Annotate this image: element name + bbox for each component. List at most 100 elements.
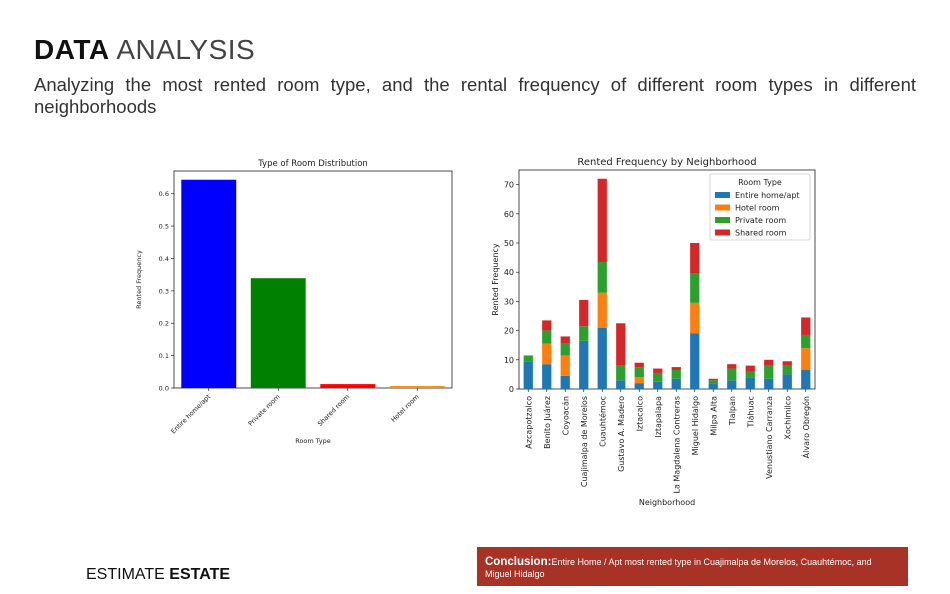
chart2-y-tick-label: 30 bbox=[504, 297, 514, 306]
chart2-plot-frame bbox=[518, 169, 816, 390]
chart1-bar-2 bbox=[320, 384, 376, 388]
chart2-x-tick-label: Tláhuac bbox=[746, 396, 755, 428]
chart2-bar-segment-0 bbox=[727, 380, 737, 389]
chart2-y-tick-label: 70 bbox=[504, 181, 514, 190]
chart2-bar-segment-3 bbox=[616, 323, 626, 366]
chart2-bar-segment-2 bbox=[690, 273, 700, 303]
room-type-distribution-chart: Type of Room Distribution 0.0 0.1 0.2 0.3 0.4… bbox=[135, 159, 453, 445]
chart2-bar-segment-0 bbox=[653, 381, 663, 389]
chart2-legend-swatch-2 bbox=[715, 217, 730, 223]
chart2-bar-segment-2 bbox=[708, 380, 718, 384]
chart2-bar-segment-3 bbox=[782, 361, 792, 366]
chart2-y-tick-label: 50 bbox=[504, 239, 514, 248]
chart2-legend-entry: Shared room bbox=[735, 229, 787, 238]
chart1-x-tick-label: Entire home/apt bbox=[169, 392, 212, 435]
chart2-y-tick-label: 20 bbox=[504, 327, 514, 336]
chart2-bar-segment-2 bbox=[782, 365, 792, 375]
chart2-bar-segment-0 bbox=[764, 378, 774, 389]
chart2-x-tick-label: Iztacalco bbox=[635, 396, 644, 432]
brand-light: ESTIMATE bbox=[86, 566, 165, 583]
chart2-x-tick-label: Cuauhtémoc bbox=[597, 396, 607, 447]
chart2-bar-segment-0 bbox=[801, 370, 811, 389]
chart2-legend-frame bbox=[709, 173, 811, 241]
chart2-bar-segment-0 bbox=[597, 327, 607, 389]
chart2-bar-segment-0 bbox=[523, 361, 533, 389]
chart1-x-axis-label: Room Type bbox=[295, 437, 331, 445]
chart2-bar-segment-3 bbox=[764, 359, 774, 366]
chart2-bar-segment-3 bbox=[690, 243, 700, 274]
conclusion-box: Conclusion:Entire Home / Apt most rented… bbox=[477, 547, 908, 586]
chart2-x-tick-label: Azcapotzalco bbox=[524, 396, 533, 449]
neighborhood-frequency-chart: Rented Frequency by Neighborhood 0 10 20 30 4… bbox=[491, 157, 816, 507]
chart1-bar-0 bbox=[181, 179, 237, 388]
chart2-bar-segment-3 bbox=[542, 320, 552, 331]
chart2-x-tick-label: Coyoacán bbox=[561, 396, 570, 435]
page-title-bold: DATA bbox=[34, 34, 110, 65]
chart2-bar-segment-1 bbox=[801, 348, 811, 371]
chart2-legend-entry: Entire home/apt bbox=[735, 191, 800, 200]
chart2-bar-segment-1 bbox=[560, 355, 570, 376]
chart2-bar-segment-0 bbox=[560, 375, 570, 389]
brand-bold: ESTATE bbox=[169, 566, 231, 583]
chart2-bar-segment-3 bbox=[745, 365, 755, 372]
chart2-bar-segment-2 bbox=[597, 261, 607, 293]
chart2-bar-segment-2 bbox=[671, 370, 681, 379]
chart1-x-tick-label: Shared room bbox=[316, 393, 351, 428]
chart2-bar-segment-1 bbox=[634, 377, 644, 384]
page-title: DATA ANALYSIS bbox=[34, 34, 255, 66]
conclusion-text: Entire Home / Apt most rented type in Cu… bbox=[485, 557, 872, 579]
chart2-x-tick-label: Milpa Alta bbox=[709, 396, 718, 436]
chart2-y-tick-label: 60 bbox=[504, 210, 514, 219]
chart2-bar-segment-2 bbox=[727, 368, 737, 381]
page-title-light: ANALYSIS bbox=[116, 34, 256, 65]
chart1-x-tick-label: Hotel room bbox=[389, 393, 420, 424]
chart1-y-axis-label: Rented Frequency bbox=[135, 250, 143, 309]
chart1-y-tick-label: 0.1 bbox=[159, 352, 169, 360]
chart1-y-tick-label: 0.2 bbox=[159, 320, 169, 328]
chart2-x-tick-label: Benito Juárez bbox=[543, 396, 552, 449]
chart2-x-tick-label: Xochimilco bbox=[783, 396, 792, 440]
chart2-x-tick-label: Venustiano Carranza bbox=[765, 396, 774, 479]
chart1-x-tick-label: Private room bbox=[247, 393, 282, 428]
chart2-bar-segment-0 bbox=[782, 374, 792, 389]
chart2-bar-segment-2 bbox=[634, 367, 644, 378]
chart2-bar-segment-0 bbox=[634, 383, 644, 389]
chart2-bar-segment-2 bbox=[542, 330, 552, 344]
chart2-x-tick-label: Cuajimalpa de Morelos bbox=[580, 396, 589, 487]
chart2-bar-segment-3 bbox=[579, 299, 589, 327]
chart2-bar-segment-3 bbox=[801, 317, 811, 335]
chart2-bar-segment-2 bbox=[523, 355, 533, 362]
chart2-bar-segment-3 bbox=[653, 368, 663, 373]
chart2-bar-segment-2 bbox=[560, 343, 570, 356]
chart1-y-tick-label: 0.3 bbox=[159, 287, 169, 295]
chart2-legend-swatch-0 bbox=[715, 192, 730, 198]
chart2-y-tick-label: 40 bbox=[504, 268, 514, 277]
chart2-y-axis-label: Rented Frequency bbox=[491, 243, 500, 315]
chart1-y-tick-label: 0.0 bbox=[159, 385, 169, 393]
chart1-y-tick-label: 0.5 bbox=[159, 223, 169, 231]
chart2-title: Rented Frequency by Neighborhood bbox=[577, 157, 756, 168]
chart2-bar-segment-0 bbox=[579, 340, 589, 389]
chart2-bar-segment-1 bbox=[542, 343, 552, 365]
chart2-legend-entry: Private room bbox=[735, 216, 786, 225]
chart2-bar-segment-2 bbox=[653, 372, 663, 382]
chart2-bar-segment-3 bbox=[597, 178, 607, 262]
chart2-bar-segment-2 bbox=[616, 365, 626, 381]
chart2-bar-segment-0 bbox=[616, 380, 626, 389]
chart2-x-tick-label: Iztapalapa bbox=[654, 396, 663, 438]
chart2-bar-segment-0 bbox=[690, 333, 700, 389]
chart2-bar-segment-1 bbox=[690, 302, 700, 334]
chart2-bar-segment-2 bbox=[764, 365, 774, 379]
chart2-bar-segment-3 bbox=[634, 362, 644, 368]
chart1-y-tick-label: 0.4 bbox=[159, 255, 169, 263]
brand-logo-text: ESTIMATE ESTATE bbox=[86, 566, 230, 584]
chart2-x-tick-label: Tlalpan bbox=[728, 396, 737, 426]
chart2-x-tick-label: Miguel Hidalgo bbox=[691, 396, 700, 455]
chart2-bar-segment-1 bbox=[597, 292, 607, 328]
chart2-bar-segment-3 bbox=[727, 364, 737, 369]
chart1-bar-3 bbox=[389, 386, 445, 388]
chart2-legend-entry: Hotel room bbox=[735, 204, 780, 213]
chart2-bar-segment-0 bbox=[671, 378, 681, 389]
chart2-bar-segment-3 bbox=[560, 336, 570, 344]
chart1-plot-frame bbox=[173, 170, 453, 389]
